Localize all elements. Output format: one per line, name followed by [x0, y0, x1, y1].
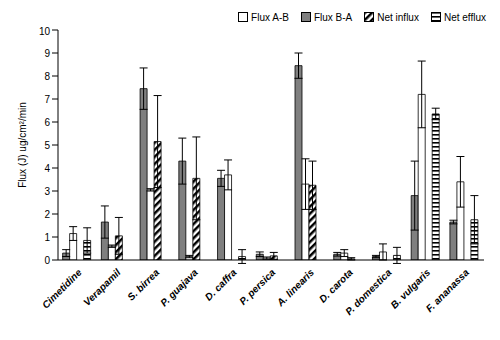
- svg-text:Cimetidine: Cimetidine: [40, 266, 84, 310]
- svg-text:1: 1: [44, 232, 50, 243]
- svg-text:0: 0: [44, 255, 50, 266]
- svg-text:10: 10: [39, 26, 51, 37]
- html-text:Flux B-A: Flux B-A: [313, 11, 353, 23]
- svg-text:2: 2: [44, 209, 50, 220]
- svg-text:8: 8: [44, 71, 50, 82]
- html-text:Net efflux: Net efflux: [443, 11, 486, 23]
- svg-text:D. caffra: D. caffra: [203, 266, 239, 302]
- svg-text:4: 4: [44, 163, 50, 174]
- svg-text:A. linearis: A. linearis: [274, 266, 317, 309]
- html-text:Net influx: Net influx: [377, 11, 419, 23]
- svg-text:S. birrea: S. birrea: [125, 266, 161, 302]
- svg-text:B. vulgaris: B. vulgaris: [388, 266, 433, 311]
- svg-text:3: 3: [44, 186, 50, 197]
- svg-text:6: 6: [44, 117, 50, 128]
- svg-text:Flux (J) ug/cm²/min: Flux (J) ug/cm²/min: [17, 102, 28, 188]
- svg-text:P. guajava: P. guajava: [158, 266, 200, 308]
- svg-text:7: 7: [44, 94, 50, 105]
- html-text:Flux A-B: Flux A-B: [251, 11, 289, 23]
- svg-text:F. ananassa: F. ananassa: [424, 266, 472, 314]
- svg-text:P. domestica: P. domestica: [343, 266, 394, 317]
- svg-text:D. carota: D. carota: [317, 266, 355, 304]
- svg-text:9: 9: [44, 48, 50, 59]
- svg-text:Verapamil: Verapamil: [81, 267, 122, 308]
- svg-text:5: 5: [44, 140, 50, 151]
- svg-text:P. persica: P. persica: [237, 266, 278, 307]
